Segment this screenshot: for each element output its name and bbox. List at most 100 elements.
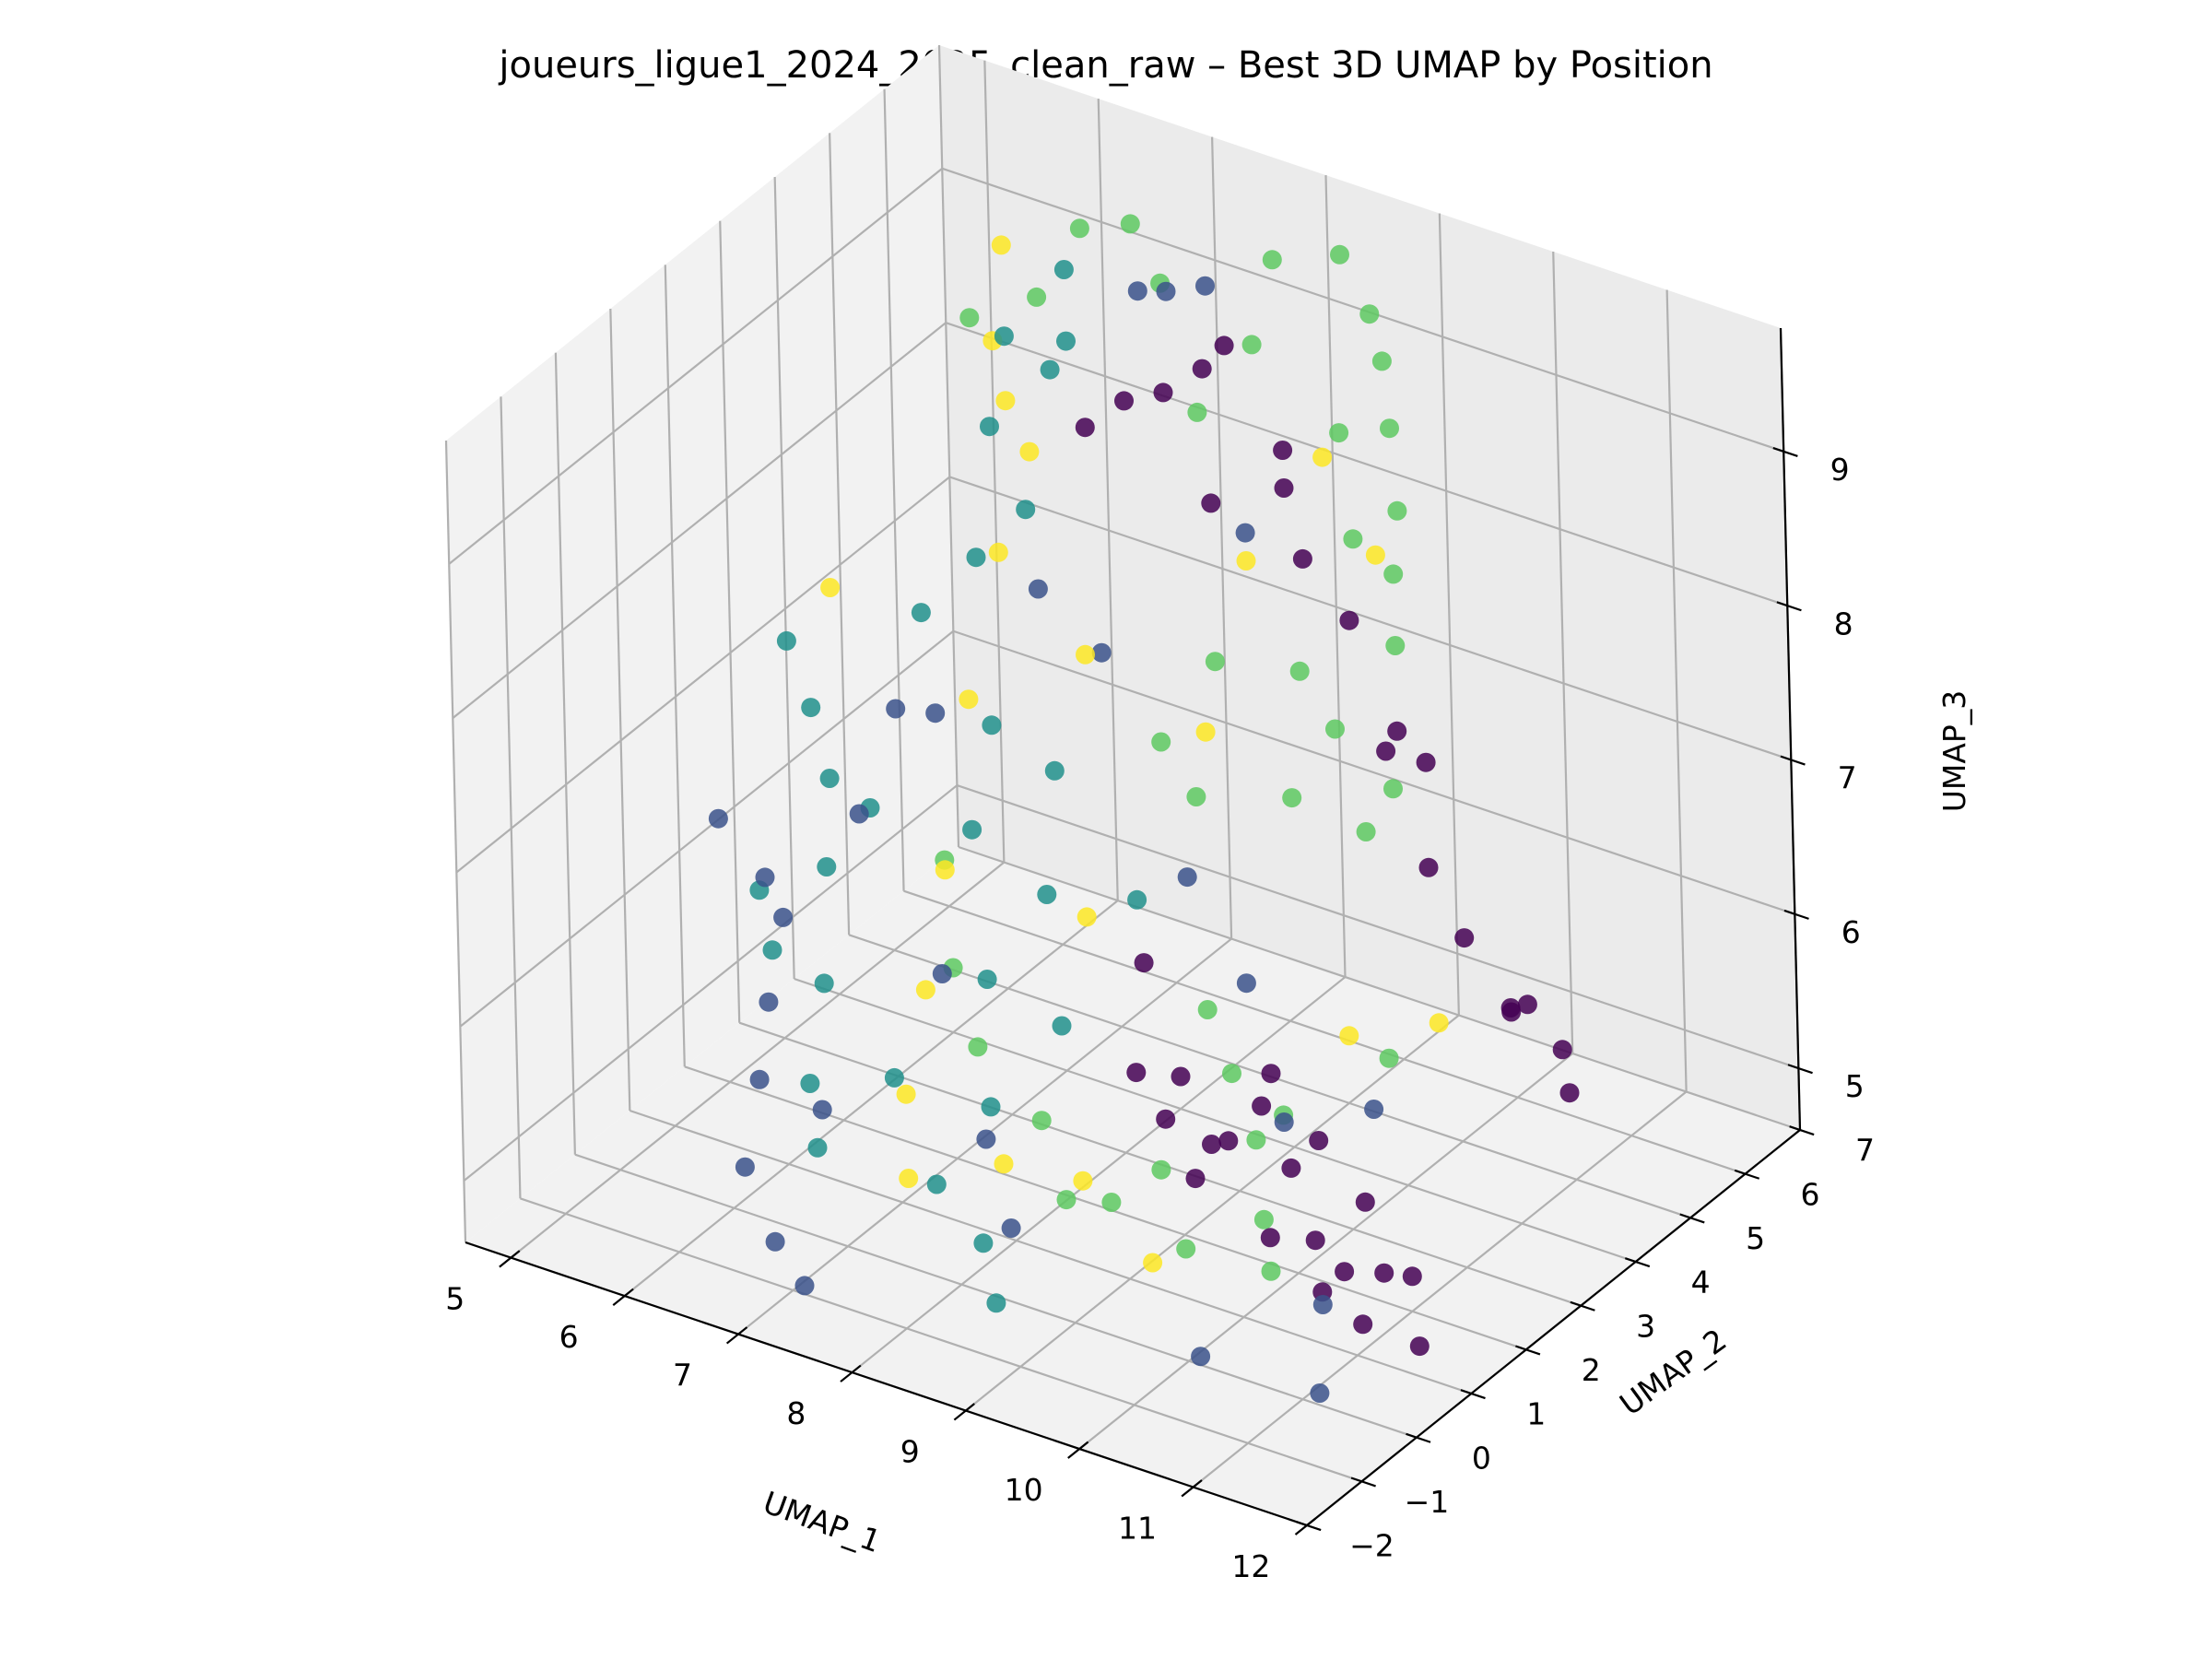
gridline bbox=[957, 784, 1799, 1070]
scatter-point bbox=[896, 1084, 916, 1104]
scatter-point bbox=[959, 308, 980, 328]
scatter-point bbox=[1252, 1096, 1272, 1116]
scatter-point bbox=[1185, 1169, 1206, 1189]
y-axis-tick bbox=[1624, 1257, 1651, 1268]
scatter-point bbox=[1027, 287, 1047, 307]
scatter-point bbox=[1156, 1109, 1176, 1129]
x-axis-tick-label: 12 bbox=[1231, 1548, 1270, 1584]
x-axis-tick bbox=[725, 1326, 748, 1345]
gridline bbox=[1438, 213, 1460, 1016]
scatter-point bbox=[1261, 1064, 1281, 1084]
scatter-point bbox=[1379, 1048, 1399, 1068]
scatter-point bbox=[1241, 335, 1262, 355]
scatter-point bbox=[1187, 402, 1207, 422]
gridline bbox=[983, 60, 1006, 863]
gridline bbox=[500, 396, 522, 1199]
scatter-point bbox=[1364, 1100, 1384, 1119]
scatter-point bbox=[1517, 994, 1537, 1015]
z-axis-tick bbox=[1783, 909, 1809, 920]
gridline bbox=[719, 220, 741, 1023]
scatter-point bbox=[1037, 885, 1057, 904]
scatter-point bbox=[1339, 610, 1359, 630]
z-axis-line bbox=[1779, 327, 1802, 1131]
scatter-point bbox=[1235, 523, 1255, 543]
x-axis-tick bbox=[612, 1288, 634, 1306]
scatter-point bbox=[749, 1069, 770, 1089]
scatter-point bbox=[1195, 722, 1216, 742]
x-axis-tick-label: 11 bbox=[1118, 1510, 1157, 1546]
scatter-point bbox=[1171, 1066, 1191, 1087]
gridline bbox=[958, 845, 1801, 1132]
scatter-point bbox=[819, 769, 840, 788]
y-axis-tick bbox=[1350, 1477, 1376, 1488]
scatter-point bbox=[1191, 1347, 1211, 1367]
floor-pane bbox=[465, 847, 1800, 1525]
gridline bbox=[952, 629, 1795, 915]
scatter-point bbox=[776, 630, 796, 651]
scatter-point bbox=[966, 547, 986, 568]
z-axis-tick-label: 5 bbox=[1845, 1068, 1865, 1104]
scatter-point bbox=[1359, 304, 1380, 324]
scatter-point bbox=[759, 992, 779, 1012]
z-axis-label: UMAP_3 bbox=[1936, 690, 1972, 813]
x-axis-tick bbox=[840, 1364, 862, 1382]
scatter-point bbox=[1552, 1040, 1572, 1060]
scatter-point bbox=[991, 235, 1011, 255]
scatter-points bbox=[708, 214, 1580, 1403]
scatter-point bbox=[817, 857, 837, 877]
y-axis-tick-label: 4 bbox=[1691, 1265, 1711, 1300]
scatter-point bbox=[1355, 1192, 1375, 1212]
scatter-point bbox=[1016, 500, 1036, 520]
scatter-point bbox=[1262, 250, 1282, 270]
scatter-point bbox=[886, 699, 906, 719]
scatter-point bbox=[801, 698, 821, 718]
scatter-point bbox=[977, 970, 997, 989]
y-axis-line bbox=[1306, 1129, 1801, 1526]
scatter-point bbox=[1019, 441, 1040, 462]
scatter-point bbox=[762, 940, 782, 960]
scatter-point bbox=[1246, 1130, 1266, 1150]
gridline bbox=[883, 88, 905, 891]
scatter-point bbox=[1153, 382, 1173, 403]
y-axis-label: UMAP_2 bbox=[1613, 1322, 1733, 1422]
scatter-point bbox=[981, 1097, 1001, 1117]
y-axis-tick bbox=[1460, 1389, 1486, 1400]
gridline bbox=[1211, 136, 1233, 939]
gridline bbox=[459, 629, 955, 1028]
gridline bbox=[463, 784, 959, 1182]
gridline bbox=[1078, 1053, 1573, 1450]
scatter-point bbox=[1312, 1295, 1333, 1314]
gridline bbox=[1097, 99, 1119, 901]
scatter-point bbox=[1177, 867, 1197, 888]
left-wall-pane bbox=[446, 45, 959, 1242]
scatter-point bbox=[1559, 1083, 1580, 1103]
scatter-point bbox=[814, 973, 834, 994]
gridline bbox=[948, 476, 1792, 761]
scatter-point bbox=[1127, 889, 1147, 910]
scatter-point bbox=[735, 1157, 755, 1177]
scatter-point bbox=[765, 1231, 785, 1252]
gridline bbox=[1192, 1090, 1688, 1488]
scatter-point bbox=[1195, 276, 1215, 296]
scatter-point bbox=[1222, 1064, 1241, 1084]
y-axis-tick-label: 2 bbox=[1582, 1352, 1601, 1388]
scatter-point bbox=[982, 715, 1002, 735]
x-axis-tick bbox=[953, 1403, 975, 1421]
gridline bbox=[794, 977, 1637, 1264]
scatter-point bbox=[1402, 1266, 1422, 1287]
x-axis-tick-label: 8 bbox=[786, 1395, 806, 1431]
y-axis-tick-label: 3 bbox=[1636, 1308, 1655, 1344]
scatter-point bbox=[994, 326, 1014, 347]
y-axis-tick bbox=[1679, 1213, 1705, 1224]
scatter-point bbox=[926, 1174, 947, 1194]
y-axis-tick bbox=[1570, 1300, 1595, 1312]
scatter-point bbox=[708, 808, 728, 829]
scatter-point bbox=[1335, 1262, 1355, 1282]
scatter-point bbox=[884, 1067, 904, 1088]
back-wall-pane bbox=[939, 45, 1800, 1130]
scatter-point bbox=[1069, 218, 1089, 239]
scatter-point bbox=[1127, 281, 1147, 301]
z-axis-tick bbox=[1772, 446, 1798, 457]
